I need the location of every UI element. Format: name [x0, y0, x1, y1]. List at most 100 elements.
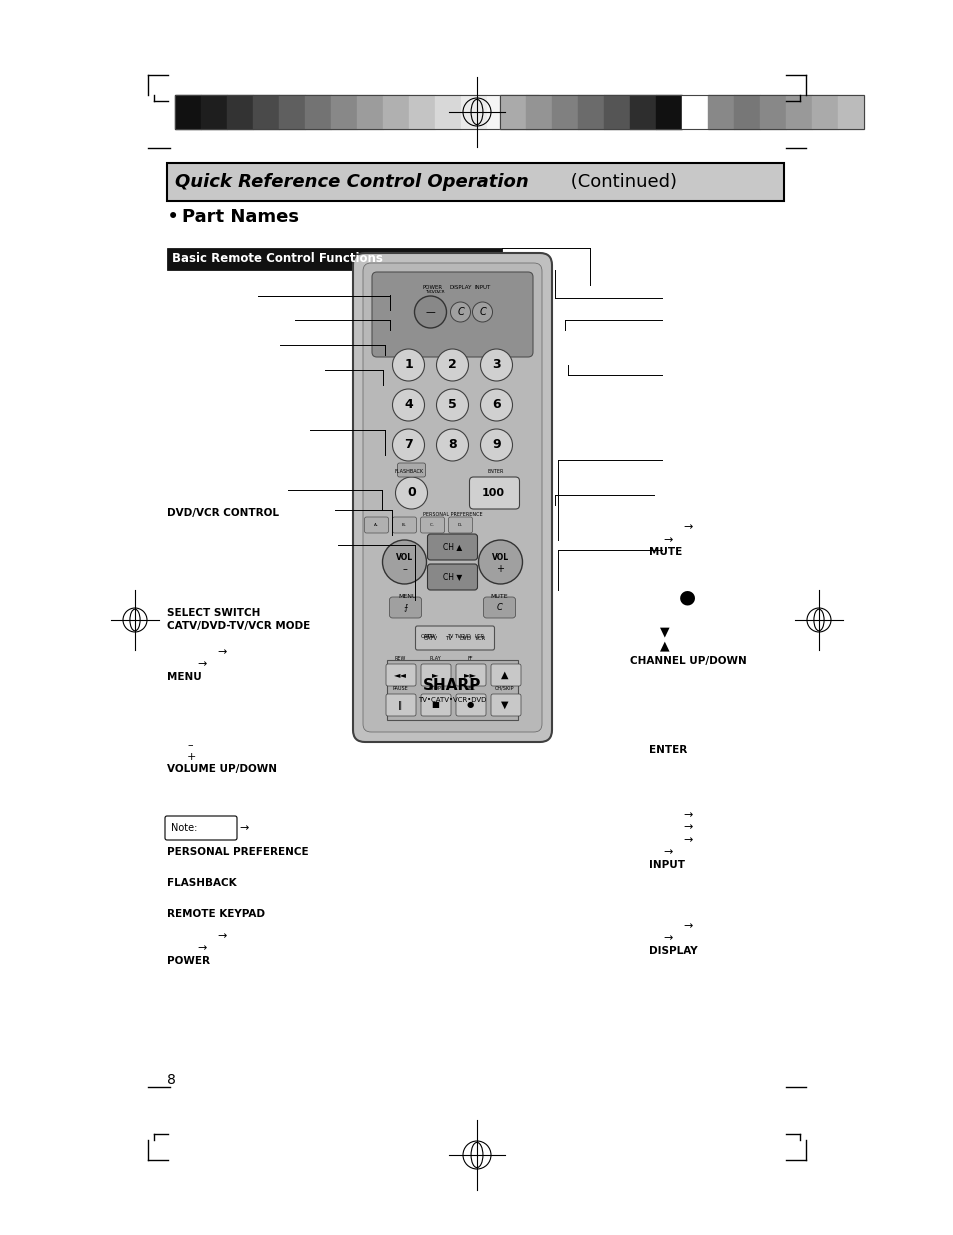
Text: TV: TV — [444, 636, 452, 641]
Bar — [174, 95, 201, 128]
Circle shape — [392, 429, 424, 461]
Text: DISPLAY: DISPLAY — [648, 946, 697, 956]
Text: PERSONAL PREFERENCE: PERSONAL PREFERENCE — [167, 847, 308, 857]
FancyBboxPatch shape — [420, 664, 451, 685]
Text: TV•CATV•VCR•DVD: TV•CATV•VCR•DVD — [417, 697, 486, 703]
Text: 2: 2 — [448, 358, 456, 372]
Text: ●: ● — [466, 700, 473, 709]
Text: C: C — [478, 308, 485, 317]
Text: CATV/DVD-TV/VCR MODE: CATV/DVD-TV/VCR MODE — [167, 621, 310, 631]
Text: →: → — [197, 659, 207, 669]
Circle shape — [472, 303, 492, 322]
Text: B–: B– — [401, 522, 407, 527]
Bar — [552, 95, 578, 128]
Bar — [227, 95, 253, 128]
Text: CATV: CATV — [424, 635, 436, 640]
Text: TV: TV — [447, 635, 454, 640]
FancyBboxPatch shape — [491, 664, 520, 685]
Circle shape — [436, 429, 468, 461]
Bar — [435, 95, 460, 128]
Text: →: → — [217, 931, 227, 941]
Text: FLASHBACK: FLASHBACK — [167, 878, 236, 888]
Text: ⨍: ⨍ — [403, 603, 407, 611]
Text: VCR: VCR — [475, 635, 485, 640]
Bar — [167, 163, 783, 201]
Text: VOLUME UP/DOWN: VOLUME UP/DOWN — [167, 764, 276, 774]
Text: FF: FF — [467, 656, 473, 661]
FancyBboxPatch shape — [364, 517, 388, 534]
Text: 8: 8 — [448, 438, 456, 452]
Text: SELECT SWITCH: SELECT SWITCH — [167, 608, 260, 618]
Text: MUTE: MUTE — [490, 594, 508, 599]
Text: DISPLAY: DISPLAY — [449, 285, 471, 290]
Bar — [167, 248, 501, 270]
Text: Note:: Note: — [171, 823, 197, 832]
Bar — [513, 95, 538, 128]
Bar — [629, 95, 656, 128]
Bar — [499, 95, 863, 128]
Bar — [409, 95, 435, 128]
Text: 4: 4 — [404, 399, 413, 411]
Text: →: → — [662, 535, 672, 545]
Text: →: → — [682, 522, 692, 532]
FancyBboxPatch shape — [389, 597, 421, 618]
Circle shape — [382, 540, 426, 584]
Bar — [707, 95, 733, 128]
FancyBboxPatch shape — [397, 463, 425, 477]
FancyBboxPatch shape — [491, 694, 520, 716]
Text: →: → — [682, 835, 692, 845]
Text: TV: TV — [454, 635, 460, 640]
Text: VCR: VCR — [475, 636, 486, 641]
FancyBboxPatch shape — [456, 694, 485, 716]
Bar — [603, 95, 629, 128]
Bar — [578, 95, 603, 128]
Text: VCR: VCR — [436, 290, 445, 294]
Text: Part Names: Part Names — [182, 207, 298, 226]
FancyBboxPatch shape — [427, 534, 477, 559]
Text: ▲: ▲ — [500, 671, 508, 680]
Bar — [785, 95, 811, 128]
Text: SHARP: SHARP — [423, 678, 481, 693]
Bar — [811, 95, 837, 128]
Text: CATV: CATV — [423, 636, 437, 641]
Bar — [305, 95, 331, 128]
Text: ►►: ►► — [463, 671, 476, 679]
Text: A–: A– — [374, 522, 378, 527]
Text: 7: 7 — [404, 438, 413, 452]
FancyBboxPatch shape — [420, 517, 444, 534]
FancyBboxPatch shape — [483, 597, 515, 618]
Bar — [278, 95, 305, 128]
Text: →: → — [662, 847, 672, 857]
FancyBboxPatch shape — [386, 694, 416, 716]
Bar — [525, 95, 552, 128]
FancyBboxPatch shape — [427, 564, 477, 590]
Text: C–: C– — [430, 522, 435, 527]
Circle shape — [480, 350, 512, 382]
Text: (Continued): (Continued) — [564, 173, 677, 191]
Bar — [387, 659, 517, 720]
Circle shape — [395, 477, 427, 509]
Bar — [733, 95, 760, 128]
Bar — [499, 95, 525, 128]
Text: DVD: DVD — [459, 635, 471, 640]
Text: TV: TV — [424, 290, 430, 294]
Text: CATV: CATV — [420, 635, 435, 640]
FancyBboxPatch shape — [386, 664, 416, 685]
Text: ◄◄: ◄◄ — [393, 671, 406, 679]
Text: ■: ■ — [431, 700, 438, 709]
Circle shape — [480, 389, 512, 421]
Text: PERSONAL PREFERENCE: PERSONAL PREFERENCE — [422, 513, 482, 517]
Circle shape — [392, 350, 424, 382]
FancyBboxPatch shape — [456, 664, 485, 685]
Text: •: • — [167, 207, 179, 227]
Text: ‖: ‖ — [397, 700, 402, 709]
Bar — [201, 95, 227, 128]
Text: ▼: ▼ — [500, 700, 508, 710]
Text: ENTER: ENTER — [487, 469, 503, 474]
Text: →: → — [197, 944, 207, 953]
Text: 3: 3 — [492, 358, 500, 372]
Text: +: + — [187, 752, 196, 762]
Bar — [460, 95, 486, 128]
Text: ENTER: ENTER — [648, 745, 686, 755]
Text: MUTE: MUTE — [648, 547, 681, 557]
